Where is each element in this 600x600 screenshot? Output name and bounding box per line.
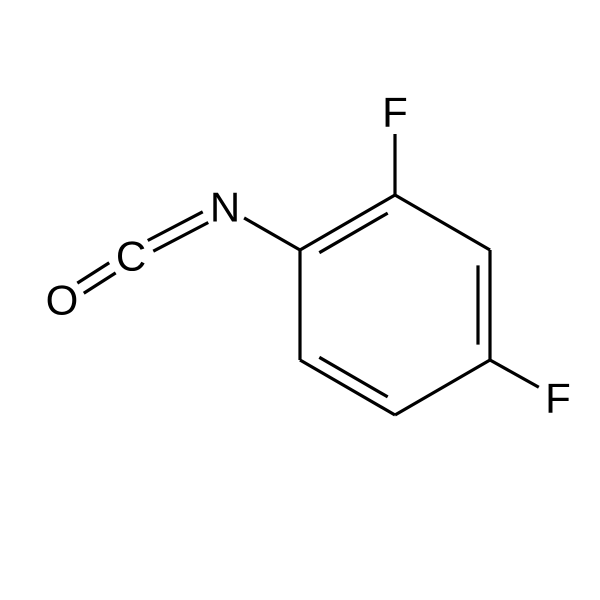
atom-label-n: N bbox=[210, 184, 240, 231]
atom-label-c: C bbox=[116, 233, 146, 280]
bond-line bbox=[490, 360, 539, 387]
bond-line bbox=[153, 222, 208, 251]
bond-line bbox=[395, 360, 490, 415]
bond-line bbox=[148, 212, 203, 241]
bond-line bbox=[395, 195, 490, 250]
bond-line bbox=[300, 360, 395, 415]
bond-line bbox=[300, 195, 395, 250]
atom-label-f: F bbox=[545, 375, 571, 422]
atom-label-f: F bbox=[382, 89, 408, 136]
molecule-diagram: F F N CO bbox=[0, 0, 600, 600]
atom-label-o: O bbox=[46, 277, 79, 324]
bond-line bbox=[244, 218, 300, 250]
